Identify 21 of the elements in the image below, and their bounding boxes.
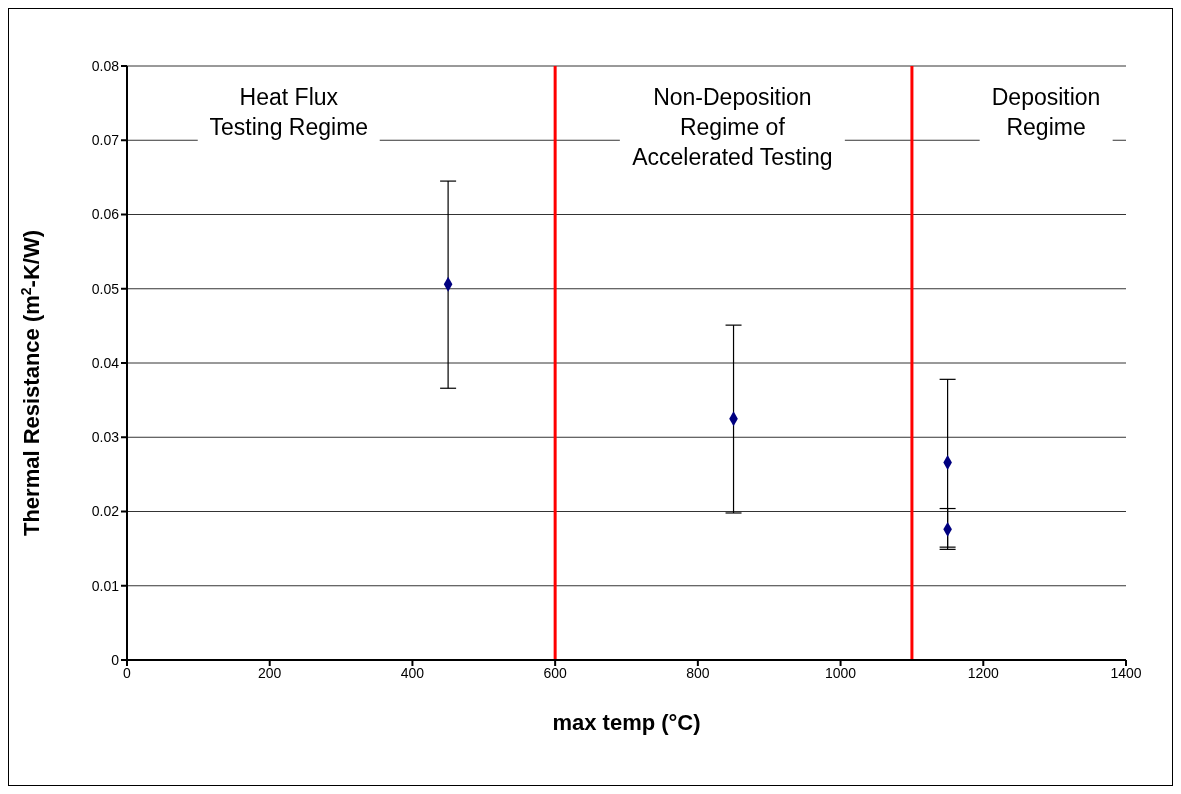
x-tick-label: 1400 — [1110, 664, 1142, 681]
x-tick-label: 1000 — [824, 664, 857, 681]
x-tick-label: 1200 — [967, 664, 1000, 681]
x-tick-label: 800 — [686, 664, 710, 681]
y-tick-label: 0.07 — [91, 132, 120, 149]
y-tick-label: 0.06 — [91, 206, 120, 223]
x-tick-label: 600 — [543, 664, 568, 681]
y-tick-label: 0.08 — [91, 57, 120, 74]
annotation: Non-Deposition Regime of Accelerated Testing — [620, 81, 845, 172]
y-tick-label: 0.04 — [91, 354, 120, 371]
y-tick-label: 0 — [111, 651, 120, 668]
x-tick-label: 200 — [258, 664, 282, 681]
x-axis-title: max temp (°C) — [552, 710, 701, 735]
x-tick-label: 400 — [400, 664, 425, 681]
y-tick-label: 0.02 — [91, 503, 120, 520]
x-tick-label: 0 — [123, 664, 132, 681]
y-tick-label: 0.05 — [91, 280, 120, 297]
annotation: Deposition Regime — [979, 81, 1113, 142]
annotation: Heat Flux Testing Regime — [197, 81, 381, 142]
y-tick-label: 0.01 — [91, 577, 120, 594]
y-tick-label: 0.03 — [91, 429, 120, 446]
